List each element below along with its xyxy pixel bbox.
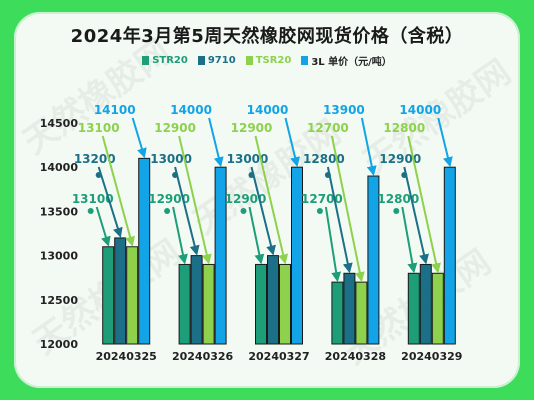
- bar-tsr20: [279, 263, 291, 345]
- data-label: 12900: [225, 192, 267, 206]
- bar-str20: [331, 281, 344, 345]
- data-label: 13100: [78, 121, 120, 135]
- bar-9710: [190, 255, 203, 345]
- data-label-arrow: [208, 117, 224, 168]
- data-label-dot: [316, 208, 323, 214]
- y-tick-label: 14500: [40, 117, 79, 130]
- bar-3l: [291, 166, 303, 345]
- data-label-arrow: [324, 206, 342, 283]
- x-tick-label: 20240327: [248, 350, 309, 363]
- data-label: 13100: [72, 192, 114, 206]
- data-label-dot: [324, 172, 331, 178]
- data-label: 14000: [170, 103, 212, 117]
- data-label: 12900: [154, 121, 196, 135]
- y-tick-label: 14000: [40, 161, 79, 174]
- data-label-dot: [248, 172, 255, 178]
- bar-str20: [407, 272, 420, 345]
- data-label-dot: [240, 208, 247, 214]
- data-label-arrow: [403, 166, 429, 265]
- chart-legend: STR20 9710 TSR20 3L 单价（元/吨）: [0, 52, 534, 68]
- x-tick-label: 20240329: [401, 350, 462, 363]
- legend-swatch: [245, 55, 253, 65]
- bar-tsr20: [202, 263, 215, 345]
- legend-swatch: [142, 55, 150, 65]
- data-label: 12800: [383, 121, 425, 135]
- data-label-dot: [393, 208, 400, 214]
- data-label: 13200: [74, 152, 116, 166]
- bar-tsr20: [431, 272, 444, 345]
- legend-item-str20: STR20: [142, 52, 188, 68]
- bar-str20: [178, 263, 191, 345]
- bar-3l: [367, 175, 380, 345]
- data-label: 12700: [301, 192, 343, 206]
- x-tick-label: 20240325: [96, 350, 157, 363]
- legend-label: 9710: [207, 54, 236, 66]
- legend-swatch: [301, 55, 309, 65]
- legend-item-tsr20: TSR20: [245, 52, 292, 68]
- data-label-dot: [401, 172, 408, 178]
- data-label-arrow: [131, 117, 147, 159]
- legend-label: TSR20: [255, 54, 292, 66]
- data-label-arrow: [254, 135, 289, 265]
- bar-tsr20: [355, 281, 368, 345]
- data-label-arrow: [172, 206, 188, 265]
- bar-3l: [138, 157, 151, 345]
- legend-label: 3L 单价（元/吨）: [311, 56, 392, 68]
- data-label-arrow: [97, 166, 123, 238]
- data-label: 14000: [247, 103, 289, 117]
- legend-item-3l: 3L 单价（元/吨）: [301, 52, 392, 68]
- bar-tsr20: [126, 246, 139, 345]
- data-label-dot: [164, 208, 171, 214]
- legend-label: STR20: [152, 54, 188, 66]
- data-label-arrow: [360, 117, 377, 176]
- data-label-arrow: [330, 135, 365, 283]
- data-label-arrow: [437, 117, 453, 168]
- data-label-arrow: [248, 206, 265, 265]
- data-label: 12800: [303, 152, 345, 166]
- data-label-dot: [87, 208, 94, 214]
- bar-3l: [214, 166, 227, 345]
- chart-title: 2024年3月第5周天然橡胶网现货价格（含税）: [70, 26, 464, 47]
- data-label: 12800: [377, 192, 419, 206]
- data-label-arrow: [250, 166, 276, 256]
- y-tick-label: 12500: [40, 294, 79, 307]
- data-label-arrow: [407, 135, 441, 274]
- data-label: 13000: [150, 152, 192, 166]
- x-tick-label: 20240328: [325, 350, 386, 363]
- data-label: 12900: [231, 121, 273, 135]
- data-label: 13900: [323, 103, 365, 117]
- bar-3l: [443, 166, 456, 345]
- y-tick-label: 12000: [40, 338, 79, 351]
- bar-str20: [255, 263, 267, 345]
- legend-swatch: [197, 55, 205, 65]
- data-label-arrow: [326, 166, 353, 274]
- data-label-arrow: [174, 166, 200, 256]
- data-label: 14100: [94, 103, 136, 117]
- bar-str20: [102, 246, 115, 345]
- bar-9710: [114, 237, 127, 345]
- data-label-arrow: [95, 206, 111, 247]
- x-tick-label: 20240326: [172, 350, 234, 363]
- bar-9710: [267, 255, 279, 345]
- data-label: 12900: [379, 152, 421, 166]
- data-label: 14000: [399, 103, 441, 117]
- data-label: 13000: [227, 152, 269, 166]
- legend-item-9710: 9710: [197, 52, 236, 68]
- data-label-dot: [95, 172, 102, 178]
- y-tick-label: 13000: [40, 250, 79, 263]
- data-label-arrow: [401, 206, 418, 274]
- data-label-arrow: [284, 117, 300, 168]
- data-label: 12700: [307, 121, 349, 135]
- bar-9710: [419, 263, 432, 345]
- data-label-arrow: [101, 135, 135, 247]
- data-label-dot: [172, 172, 179, 178]
- y-tick-label: 13500: [40, 205, 79, 218]
- bar-9710: [343, 272, 356, 345]
- data-label: 12900: [148, 192, 190, 206]
- data-label-arrow: [178, 135, 212, 265]
